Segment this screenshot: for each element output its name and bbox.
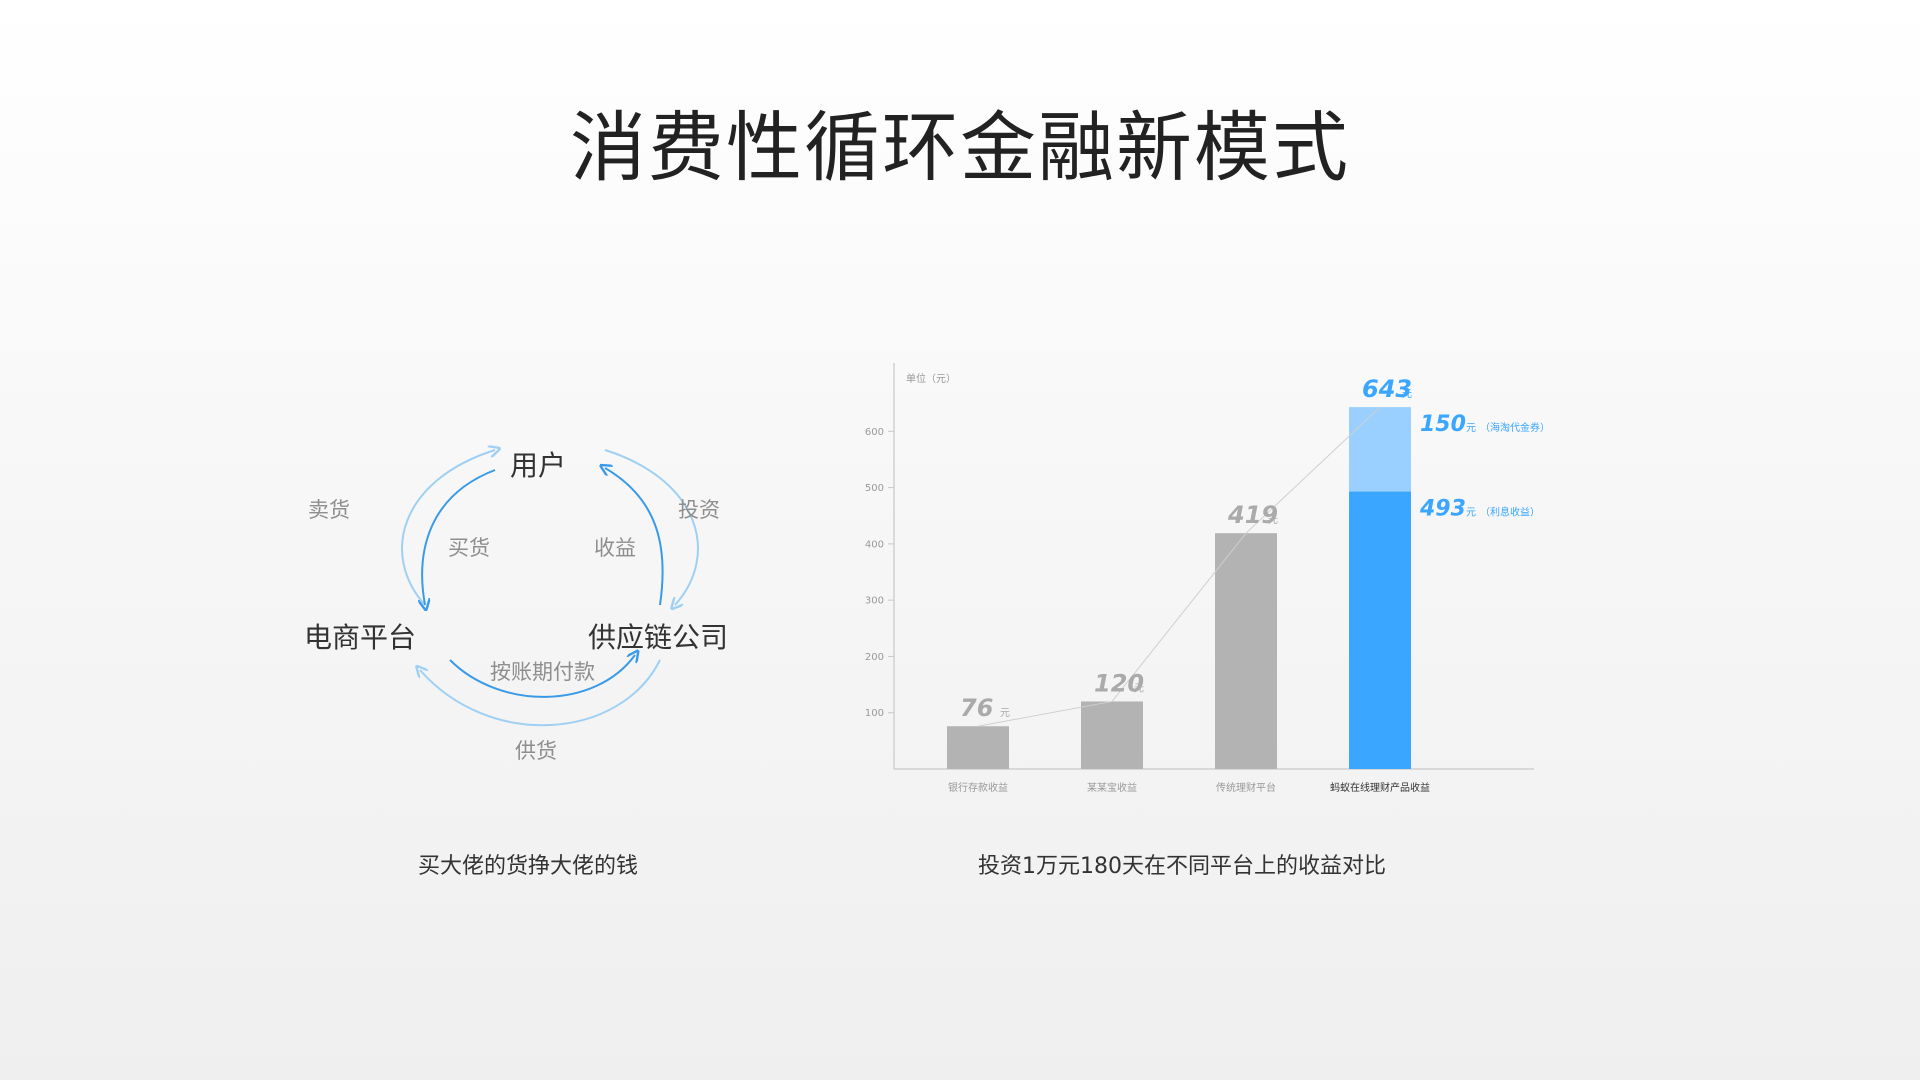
node-user: 用户: [510, 444, 566, 484]
x-tick-label: 银行存款收益: [948, 781, 1008, 794]
y-tick-label: 500: [865, 483, 884, 494]
segment-label: 150: [1420, 412, 1466, 437]
y-tick-label: 100: [865, 708, 884, 719]
y-tick-label: 600: [865, 427, 884, 438]
flow-invest: 投资: [678, 494, 720, 524]
bar: [947, 726, 1009, 769]
slide-title: 消费性循环金融新模式: [0, 86, 1920, 196]
cycle-diagram: 用户 电商平台 供应链公司 卖货 买货 投资 收益 按账期付款 供货: [330, 420, 770, 780]
node-supply-chain: 供应链公司: [588, 616, 728, 656]
segment-label-unit: 元: [1466, 508, 1476, 519]
outer-arc-right: [605, 450, 698, 605]
x-tick-label: 蚂蚁在线理财产品收益: [1330, 781, 1430, 794]
y-tick-label: 400: [865, 539, 884, 550]
bar-segment: [1349, 407, 1411, 491]
y-unit-label: 单位（元）: [906, 372, 956, 385]
bar: [1081, 701, 1143, 769]
data-label-unit: 元: [1268, 515, 1278, 526]
bar-segment: [1349, 492, 1411, 769]
data-label-unit: 元: [1134, 683, 1144, 694]
bar: [1215, 533, 1277, 769]
y-tick-label: 200: [865, 652, 884, 663]
flow-sell: 卖货: [308, 494, 350, 524]
flow-pay-by-term: 按账期付款: [490, 656, 595, 686]
flow-buy: 买货: [448, 532, 490, 562]
segment-label: 493: [1419, 497, 1466, 522]
diagram-caption: 买大佬的货挣大佬的钱: [418, 848, 638, 880]
segment-label-unit: 元: [1466, 423, 1476, 434]
y-tick-label: 300: [865, 596, 884, 607]
chart-caption: 投资1万元180天在不同平台上的收益对比: [978, 848, 1386, 880]
chart-svg: 单位（元） 100 200 300 400 500 600 银行存款收益 某某宝收益 传统理财平台…: [850, 355, 1570, 805]
earnings-bar-chart: 单位（元） 100 200 300 400 500 600 银行存款收益 某某宝收益 传统理财平台…: [850, 355, 1570, 809]
data-label-unit: 元: [1402, 389, 1412, 400]
x-tick-label: 某某宝收益: [1087, 781, 1137, 794]
data-label: 76: [960, 694, 993, 722]
segment-label-note: （海淘代金券）: [1480, 421, 1550, 434]
outer-arc-left: [402, 450, 495, 605]
x-tick-label: 传统理财平台: [1216, 781, 1276, 794]
flow-supply: 供货: [515, 735, 557, 765]
data-label-unit: 元: [1000, 708, 1010, 719]
trend-line: [978, 407, 1380, 726]
segment-label-note: （利息收益）: [1480, 506, 1540, 519]
node-ecommerce: 电商平台: [304, 616, 416, 656]
flow-return: 收益: [594, 532, 636, 562]
